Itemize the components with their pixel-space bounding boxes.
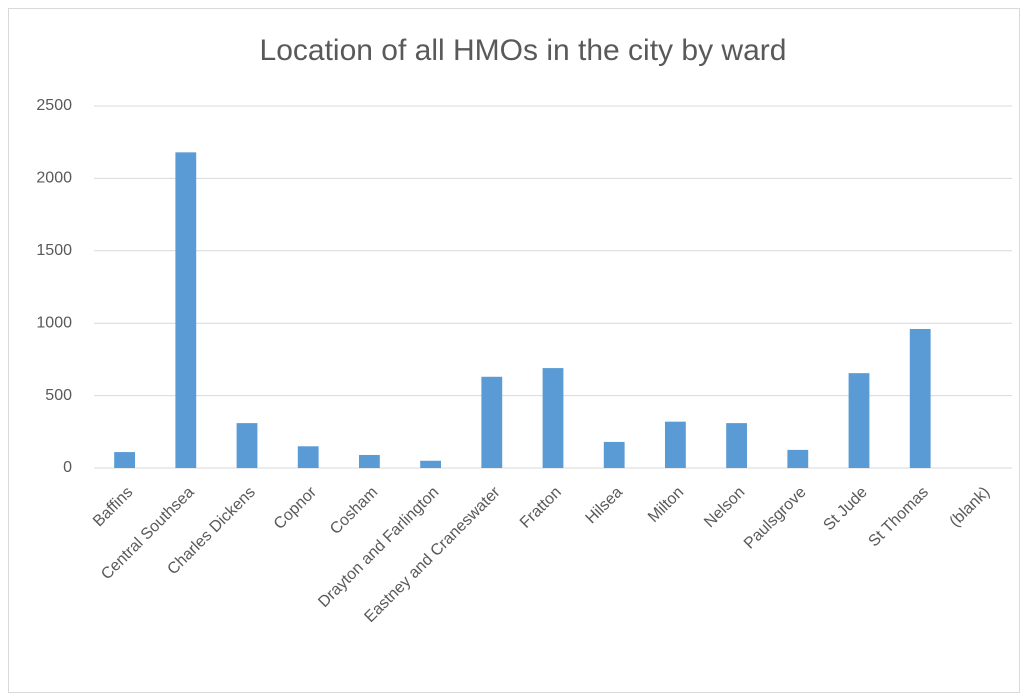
bar (420, 460, 442, 468)
bar (909, 328, 931, 468)
x-tick-label: St Jude (820, 484, 870, 534)
x-tick-label: Hilsea (583, 484, 627, 528)
y-tick-label: 1000 (36, 314, 72, 331)
y-tick-label: 1500 (36, 242, 72, 259)
bar (542, 368, 564, 468)
bar (236, 423, 258, 468)
x-tick-label: St Thomas (865, 484, 932, 551)
y-tick-label: 0 (63, 459, 72, 476)
y-tick-label: 2000 (36, 170, 72, 187)
x-tick-label: Nelson (701, 484, 748, 531)
chart-border (8, 8, 1020, 693)
x-tick-label: Drayton and Farlington (315, 484, 442, 611)
y-tick-label: 2500 (36, 97, 72, 114)
x-tick-label: Copnor (271, 483, 321, 533)
bar (787, 449, 809, 468)
bar (664, 421, 686, 468)
x-tick-label: Cosham (327, 484, 381, 538)
chart-title: Location of all HMOs in the city by ward (260, 34, 787, 67)
bar (175, 152, 197, 468)
x-tick-label: Paulsgrove (741, 484, 810, 553)
bar (848, 373, 870, 468)
bar (726, 423, 748, 468)
bar (114, 452, 136, 468)
bar (297, 446, 319, 468)
x-tick-label: Milton (645, 484, 687, 526)
bar (603, 441, 625, 468)
x-tick-label: (blank) (947, 484, 994, 531)
x-tick-label: Fratton (517, 484, 565, 532)
bar (481, 376, 503, 468)
x-tick-label: Baffins (90, 484, 136, 530)
bar (358, 454, 380, 468)
y-tick-label: 500 (45, 387, 72, 404)
